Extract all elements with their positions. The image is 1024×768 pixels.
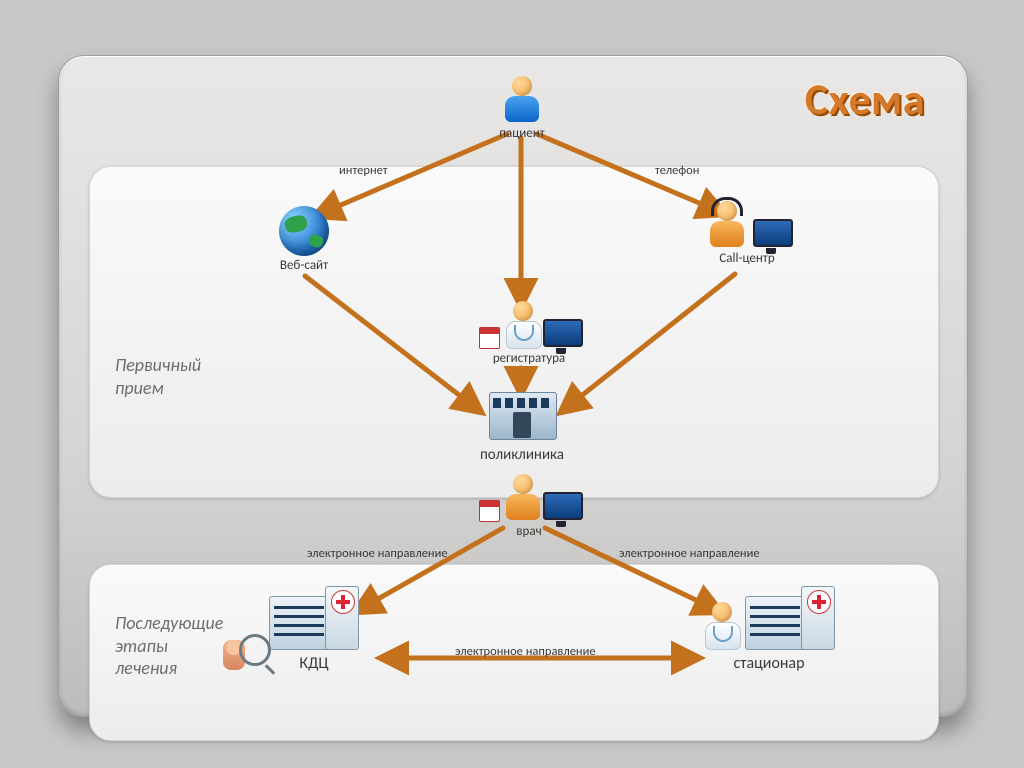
node-label: Веб-сайт (269, 258, 339, 273)
doctor-icon (479, 474, 579, 522)
callcenter-icon (705, 201, 789, 249)
calendar-icon (479, 327, 500, 349)
node-registry: регистратура (479, 301, 579, 366)
building-icon (479, 386, 565, 444)
registry-icon (479, 301, 579, 349)
node-label: поликлиника (472, 446, 572, 464)
node-website: Веб-сайт (269, 206, 339, 273)
edge-label-doctor-hospital: электронное направление (619, 546, 760, 561)
diagram-frame: Схема Первичныйприем Последующиеэтапылеч… (58, 55, 968, 717)
node-callcenter: Call-центр (699, 201, 795, 266)
hospital-doctor-icon (699, 586, 839, 650)
node-patient: пациент (499, 76, 545, 141)
edge-label-kdc-hospital: электронное направление (455, 644, 596, 659)
node-label: Call-центр (699, 251, 795, 266)
node-kdc: КДЦ (249, 586, 379, 673)
edge-label-doctor-kdc: электронное направление (307, 546, 448, 561)
node-doctor: врач (479, 474, 579, 539)
anatomy-search-icon (223, 634, 271, 671)
node-hospital: стационар (699, 586, 839, 673)
edge-label-patient-website: интернет (339, 163, 388, 178)
edge-label-patient-callcenter: телефон (655, 163, 699, 178)
node-label: стационар (699, 654, 839, 673)
person-icon (503, 76, 541, 124)
calendar-icon (479, 500, 500, 522)
page-title: Схема (805, 72, 925, 126)
globe-icon (279, 206, 329, 256)
section-label-subsequent: Последующиеэтапылечения (115, 612, 223, 680)
node-label: пациент (499, 126, 545, 141)
section-label-primary: Первичныйприем (115, 354, 201, 399)
node-polyclinic: поликлиника (472, 386, 572, 464)
